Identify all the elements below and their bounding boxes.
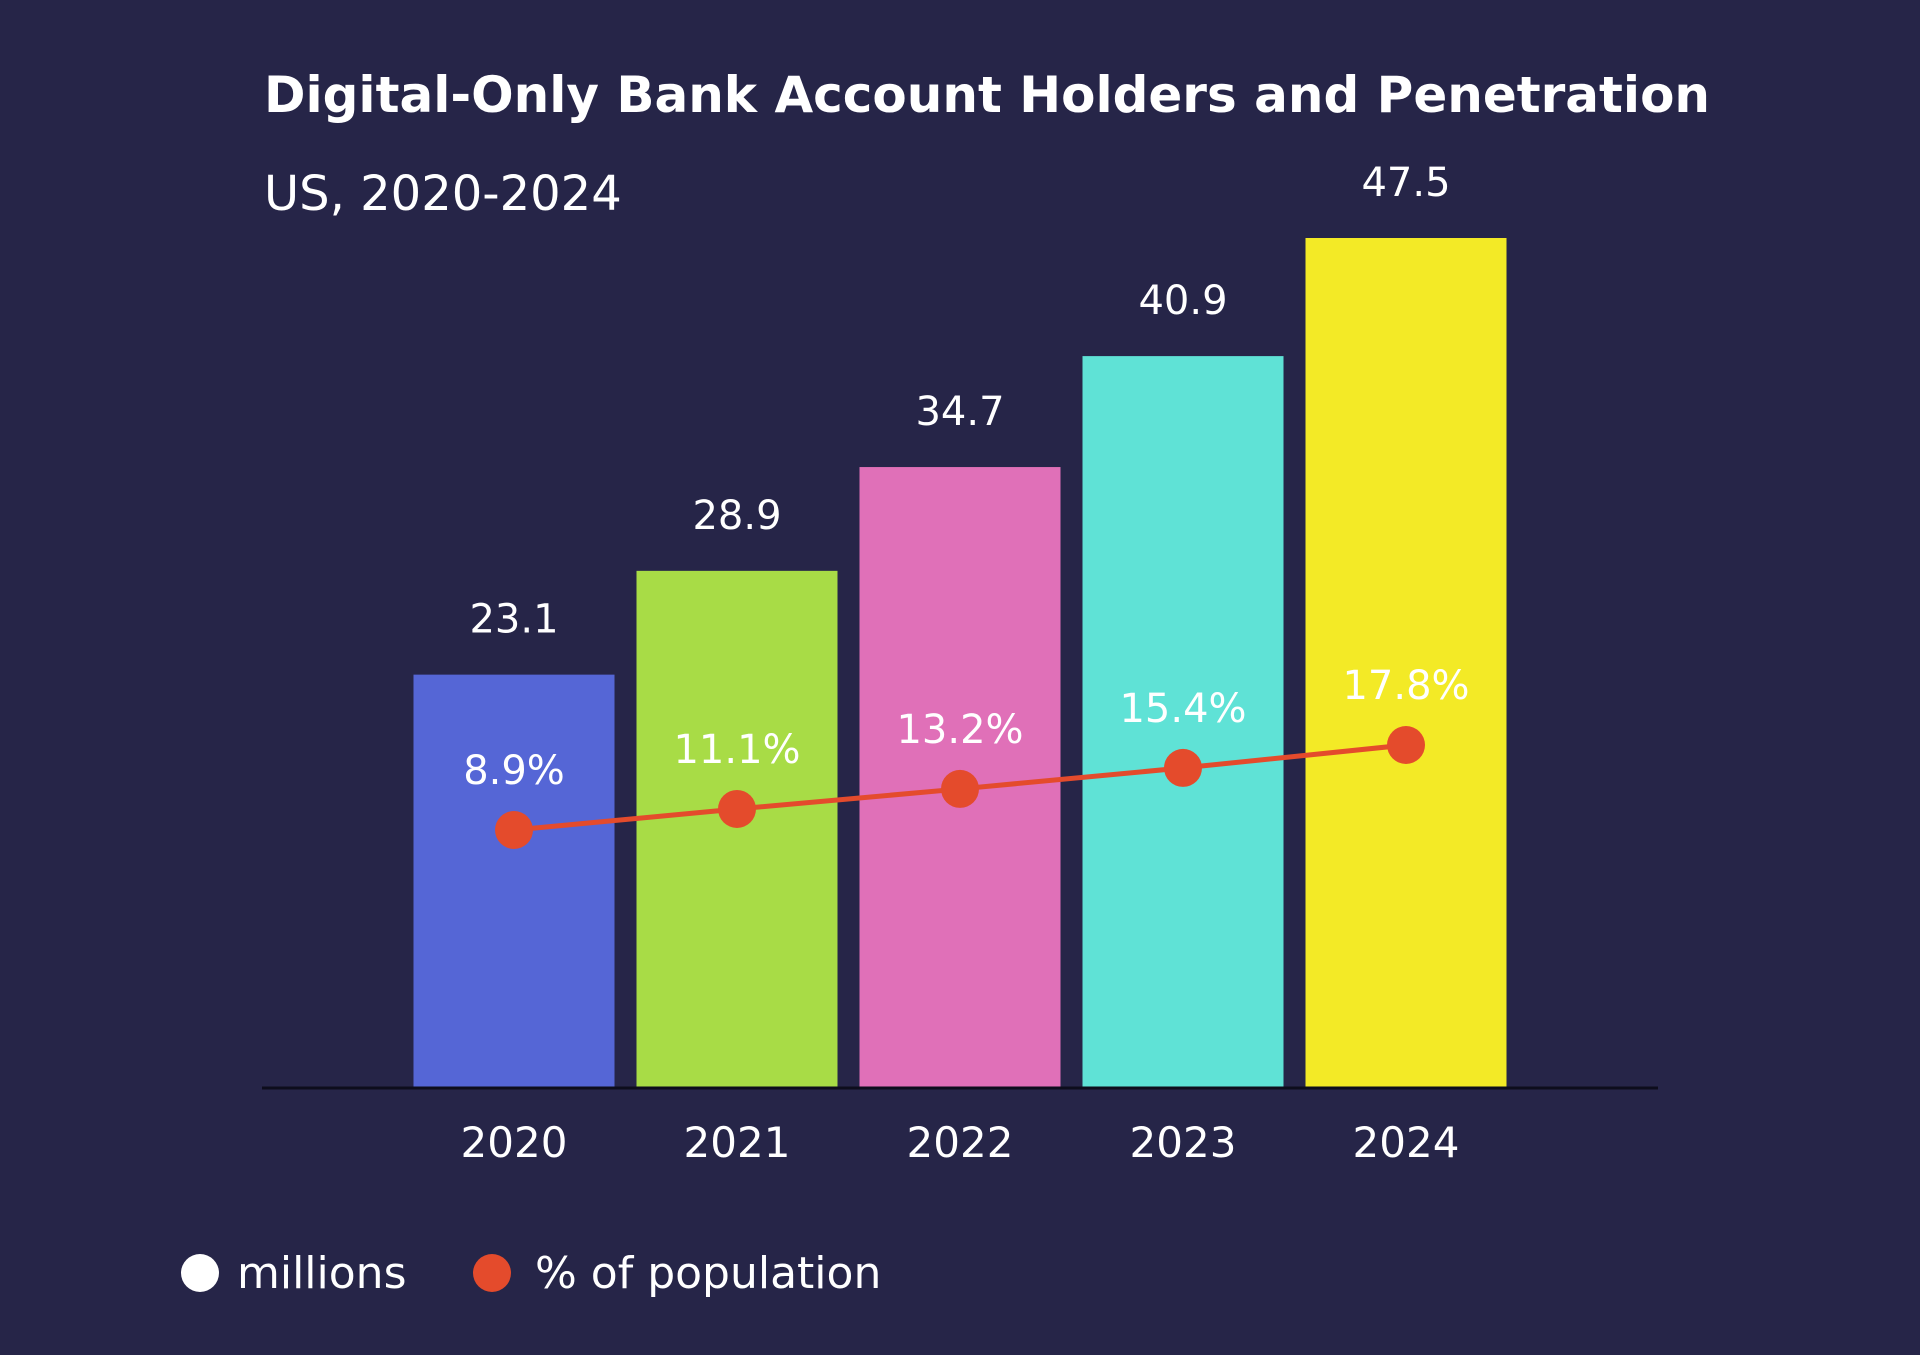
bar-value-label-2021: 28.9 (692, 493, 781, 539)
penetration-point-2023 (1164, 748, 1202, 787)
x-tick-label-2024: 2024 (1353, 1118, 1460, 1167)
bar-2024 (1305, 238, 1507, 1088)
legend-marker-percent-of-population (473, 1254, 511, 1292)
x-tick-label-2020: 2020 (461, 1118, 568, 1167)
bar-value-label-2024: 47.5 (1361, 160, 1450, 206)
bar-value-label-2022: 34.7 (915, 389, 1004, 435)
penetration-point-2021 (718, 789, 756, 828)
penetration-label-2023: 15.4% (1119, 686, 1246, 732)
penetration-label-2021: 11.1% (673, 727, 800, 773)
bar-2020 (413, 674, 615, 1088)
penetration-label-2022: 13.2% (896, 707, 1023, 753)
bar-value-labels: 23.1 28.9 34.7 40.9 47.5 (469, 160, 1450, 643)
legend-label-millions: millions (237, 1248, 407, 1299)
chart-title: Digital-Only Bank Account Holders and Pe… (264, 66, 1710, 124)
x-tick-label-2021: 2021 (684, 1118, 791, 1167)
penetration-label-2020: 8.9% (463, 748, 565, 794)
bar-2023 (1082, 356, 1284, 1089)
bar-2021 (636, 570, 838, 1088)
bar-value-label-2023: 40.9 (1138, 278, 1227, 324)
bar-value-label-2020: 23.1 (469, 597, 558, 643)
legend-marker-millions (181, 1254, 219, 1292)
legend-label-percent-of-population: % of population (535, 1248, 881, 1299)
penetration-value-labels: 8.9% 11.1% 13.2% 15.4% 17.8% (463, 663, 1469, 794)
chart-subtitle: US, 2020-2024 (264, 166, 622, 222)
penetration-line-group (495, 726, 1425, 849)
x-axis-tick-labels: 2020 2021 2022 2023 2024 (461, 1118, 1460, 1167)
legend: millions % of population (181, 1248, 881, 1299)
penetration-label-2024: 17.8% (1342, 663, 1469, 709)
penetration-point-2022 (941, 769, 979, 808)
penetration-point-2024 (1387, 726, 1425, 764)
x-tick-label-2023: 2023 (1130, 1118, 1237, 1167)
penetration-point-2020 (495, 811, 533, 849)
bars-group (413, 238, 1507, 1089)
x-tick-label-2022: 2022 (907, 1118, 1014, 1167)
